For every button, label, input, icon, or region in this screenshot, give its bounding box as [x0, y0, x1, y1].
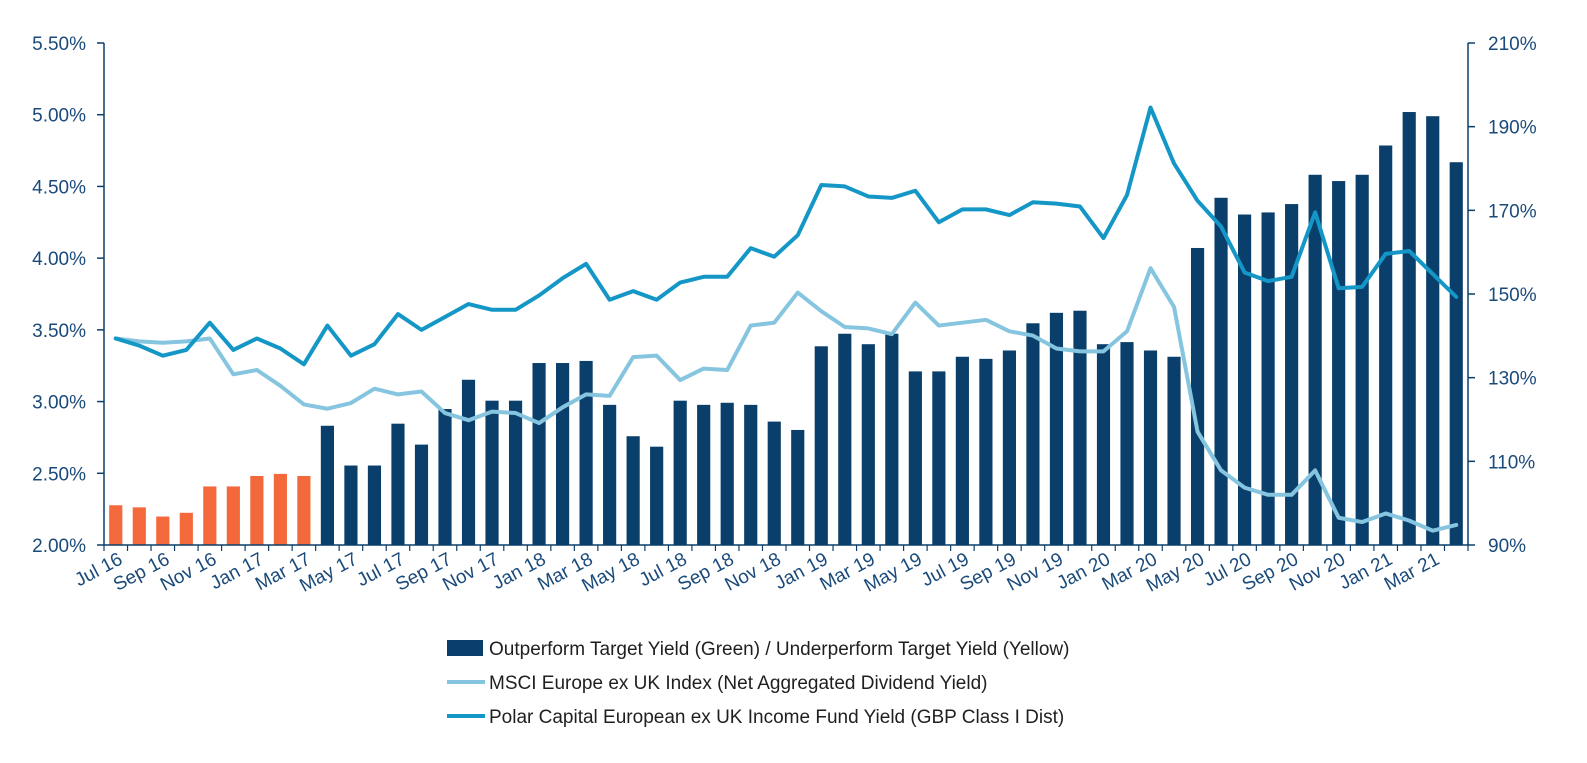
left-tick-label: 5.00% — [32, 106, 86, 127]
fund-yield-line — [113, 105, 1459, 367]
bar-jun-20 — [1214, 197, 1228, 545]
bar-apr-19 — [885, 333, 899, 545]
bar-jul-17 — [391, 423, 405, 545]
right-tick-label: 150% — [1488, 285, 1537, 306]
left-tick-label: 3.50% — [32, 321, 86, 342]
bar-apr-21 — [1449, 162, 1463, 546]
bar-may-19 — [908, 371, 922, 545]
msci-yield-line — [113, 266, 1459, 533]
bar-feb-19 — [838, 333, 852, 545]
bar-apr-17 — [320, 425, 334, 545]
bar-sep-17 — [438, 409, 452, 545]
bar-feb-20 — [1120, 342, 1134, 545]
bar-mar-19 — [861, 344, 875, 545]
bar-series — [109, 112, 1463, 546]
bar-oct-20 — [1308, 174, 1322, 545]
bar-sep-16 — [156, 516, 170, 545]
bar-may-17 — [344, 465, 358, 545]
bar-feb-21 — [1402, 112, 1416, 546]
bar-jul-20 — [1238, 214, 1252, 545]
bar-jan-20 — [1096, 344, 1111, 545]
bar-mar-20 — [1143, 350, 1158, 545]
left-tick-label: 2.00% — [32, 536, 86, 557]
bar-dec-18 — [791, 429, 805, 545]
bar-oct-16 — [179, 512, 193, 545]
bar-jan-18 — [532, 363, 546, 545]
bar-sep-19 — [1002, 350, 1016, 545]
bar-jun-17 — [367, 465, 382, 545]
bar-sep-18 — [720, 402, 734, 545]
bar-may-18 — [626, 436, 640, 545]
bar-aug-17 — [414, 444, 429, 545]
bar-dec-17 — [508, 400, 523, 545]
right-tick-label: 190% — [1488, 118, 1537, 139]
bar-dec-19 — [1073, 310, 1087, 545]
bar-aug-16 — [132, 507, 146, 545]
legend: Outperform Target Yield (Green) / Underp… — [447, 639, 1069, 728]
right-tick-label: 210% — [1488, 34, 1537, 55]
right-tick-label: 110% — [1488, 452, 1535, 473]
left-tick-label: 2.50% — [32, 464, 86, 485]
bar-jun-19 — [932, 371, 946, 545]
right-tick-label: 90% — [1488, 536, 1526, 557]
left-tick-label: 4.00% — [32, 249, 86, 270]
legend-bar-swatch — [447, 640, 483, 656]
right-tick-label: 130% — [1488, 369, 1537, 390]
bar-jul-18 — [673, 400, 687, 545]
bar-nov-20 — [1332, 181, 1346, 546]
bar-sep-20 — [1285, 204, 1299, 545]
bar-oct-18 — [744, 404, 758, 545]
bar-may-20 — [1190, 247, 1205, 546]
bar-mar-17 — [297, 475, 311, 545]
legend-label: MSCI Europe ex UK Index (Net Aggregated … — [489, 673, 988, 694]
bar-apr-18 — [603, 404, 617, 545]
bar-jun-18 — [650, 446, 664, 545]
bar-oct-17 — [461, 379, 476, 545]
bar-nov-17 — [485, 400, 499, 545]
legend-label: Polar Capital European ex UK Income Fund… — [489, 707, 1064, 728]
bar-mar-18 — [579, 360, 593, 545]
bar-oct-19 — [1026, 323, 1040, 545]
bar-nov-16 — [203, 486, 217, 545]
left-tick-label: 5.50% — [32, 34, 86, 55]
bar-dec-16 — [226, 486, 240, 545]
left-tick-label: 3.00% — [32, 393, 86, 414]
bar-nov-18 — [767, 421, 781, 545]
bar-dec-20 — [1355, 174, 1369, 545]
bar-feb-17 — [273, 473, 287, 545]
bar-jul-19 — [955, 356, 969, 545]
right-tick-label: 170% — [1488, 201, 1537, 222]
line-series — [113, 105, 1459, 533]
bar-jan-19 — [814, 346, 828, 545]
bar-nov-19 — [1049, 312, 1064, 545]
bar-feb-18 — [556, 363, 570, 545]
bar-apr-20 — [1167, 356, 1181, 545]
bar-mar-21 — [1426, 116, 1440, 546]
legend-label: Outperform Target Yield (Green) / Underp… — [489, 639, 1069, 660]
bar-jan-21 — [1379, 145, 1393, 546]
bar-jul-16 — [109, 505, 123, 545]
bar-jan-17 — [250, 475, 264, 545]
bar-aug-18 — [697, 404, 711, 545]
left-tick-label: 4.50% — [32, 177, 86, 198]
x-tick-label: Mar 21 — [1381, 549, 1443, 595]
bar-aug-19 — [979, 358, 993, 545]
bar-aug-20 — [1261, 212, 1275, 545]
